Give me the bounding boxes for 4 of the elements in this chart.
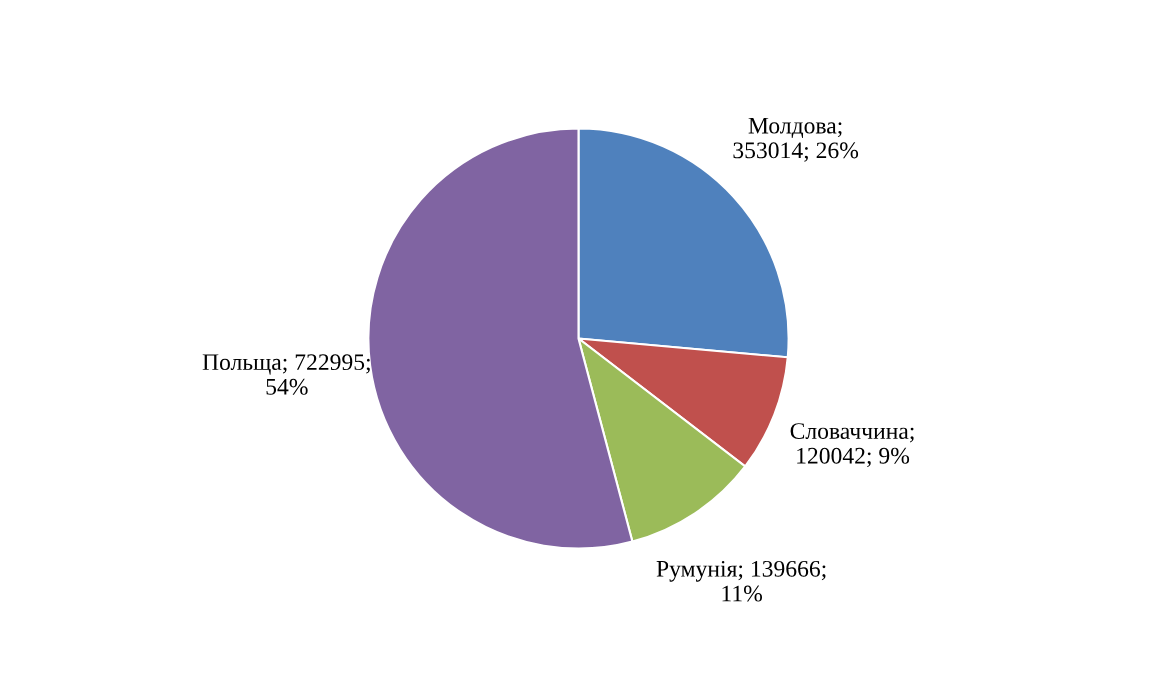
slice-label: Румунія; 139666; 11%	[656, 560, 826, 602]
slice-label: Молдова; 353014; 26%	[733, 117, 859, 162]
slice-label: Словаччина; 120042; 9%	[790, 423, 914, 468]
slice-label: Польща; 722995; 54%	[202, 354, 370, 395]
